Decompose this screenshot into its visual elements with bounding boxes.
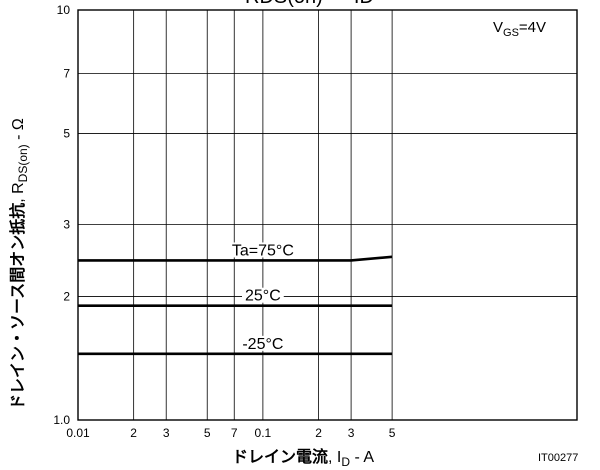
series-label-2: -25°C	[242, 336, 283, 353]
x-tick-label-2: 3	[163, 426, 170, 440]
tick-labels: 0.01 2 3 5 7 0.1 2 3 5 1.0 2 3 5 7 10 Ta=75°C 25°C -25°C	[53, 3, 395, 440]
condition-label: VGS=4V	[493, 19, 546, 39]
y-axis-unit: - Ω	[10, 118, 27, 144]
y-tick-label-3: 5	[63, 126, 70, 140]
condition-symbol: V	[493, 19, 503, 36]
x-tick-label-6: 2	[315, 426, 322, 440]
series-curves	[78, 255, 393, 356]
x-tick-label-7: 3	[348, 426, 355, 440]
x-tick-label-5: 0.1	[255, 426, 272, 440]
y-axis-symbol: R	[10, 182, 27, 194]
x-tick-label-1: 2	[130, 426, 137, 440]
x-tick-label-3: 5	[204, 426, 211, 440]
series-label-bg-0	[228, 242, 297, 258]
y-axis-symbol-sub: DS(on)	[16, 144, 30, 182]
series-label-0: Ta=75°C	[232, 242, 294, 259]
x-axis-symbol-sub: D	[341, 455, 350, 469]
x-axis-unit: - A	[350, 449, 374, 466]
condition-sub: GS	[503, 27, 519, 39]
chart-title: RDS(on) — ID	[245, 0, 374, 8]
y-tick-label-2: 3	[63, 217, 70, 231]
x-tick-label-4: 7	[231, 426, 238, 440]
y-axis-label: ドレイン・ソース間オン抵抗, RDS(on) - Ω	[8, 118, 30, 410]
x-tick-label-8: 5	[389, 426, 396, 440]
condition-value: =4V	[519, 19, 546, 36]
x-axis-label-comma: ,	[328, 449, 337, 466]
y-tick-label-5: 10	[57, 3, 71, 17]
x-axis-label: ドレイン電流, ID - A	[232, 447, 374, 469]
series-line-0	[78, 255, 393, 262]
series-label-1: 25°C	[245, 288, 281, 305]
series-label-bg-1	[242, 287, 284, 303]
grid-lines	[78, 10, 577, 420]
x-tick-label-0: 0.01	[66, 426, 90, 440]
y-tick-label-4: 7	[63, 67, 70, 81]
y-tick-label-1: 2	[63, 290, 70, 304]
y-tick-label-0: 1.0	[53, 413, 70, 427]
x-axis-label-jp: ドレイン電流	[232, 447, 328, 466]
plot-frame	[77, 9, 578, 421]
series-label-bg-2	[239, 335, 287, 351]
x-axis-symbol: I	[337, 449, 341, 466]
y-axis-label-comma: ,	[10, 194, 27, 203]
y-axis-label-jp: ドレイン・ソース間オン抵抗	[8, 203, 27, 410]
figure-id: IT00277	[538, 452, 578, 464]
